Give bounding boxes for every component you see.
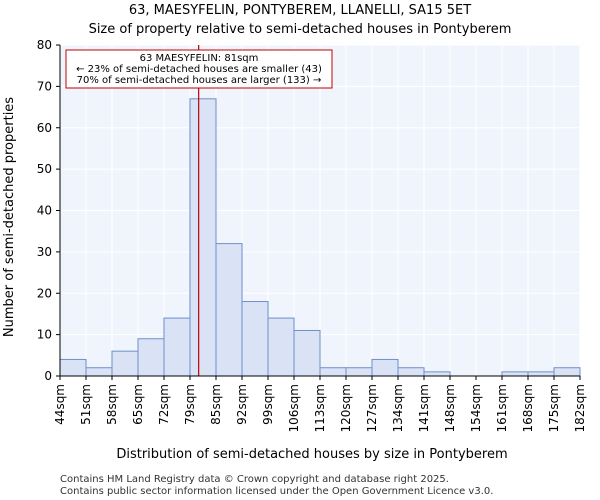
gridlines (59, 44, 581, 377)
x-axis-label: Distribution of semi-detached houses by … (116, 447, 507, 462)
annotation-box: 63 MAESYFELIN: 81sqm ← 23% of semi-detac… (65, 49, 333, 89)
y-axis-label: Number of semi-detached properties (2, 97, 17, 337)
x-tick-label: 182sqm (573, 384, 587, 432)
y-tick-label: 30 (37, 245, 52, 259)
x-tick-label: 141sqm (417, 384, 431, 432)
y-axis-ticks: 0 10 20 30 40 50 60 70 80 (37, 38, 60, 383)
bar-92sqm (241, 301, 269, 377)
y-tick-label: 50 (37, 162, 52, 176)
annotation-line-1: 63 MAESYFELIN: 81sqm (140, 53, 259, 64)
bars (59, 98, 581, 377)
x-tick-label: 51sqm (79, 384, 93, 425)
bar-134sqm (397, 367, 425, 377)
chart-subtitle: Size of property relative to semi-detach… (89, 22, 512, 37)
bar-58sqm (111, 350, 139, 377)
chart-title: 63, MAESYFELIN, PONTYBEREM, LLANELLI, SA… (129, 3, 471, 18)
bar-79sqm (189, 98, 217, 377)
y-tick-label: 60 (37, 121, 52, 135)
footer-line-1: Contains HM Land Registry data © Crown c… (60, 474, 449, 485)
bar-99sqm (267, 317, 295, 377)
bar-72sqm (163, 317, 191, 377)
bar-44sqm (59, 358, 87, 377)
annotation-frame (65, 49, 333, 89)
bar-113sqm (319, 367, 347, 377)
x-tick-label: 161sqm (495, 384, 509, 432)
x-tick-label: 113sqm (313, 384, 327, 432)
y-tick-label: 80 (37, 38, 52, 52)
bar-175sqm (553, 367, 581, 377)
x-tick-label: 44sqm (53, 384, 67, 425)
x-tick-label: 175sqm (547, 384, 561, 432)
y-tick-label: 0 (44, 369, 52, 383)
bar-106sqm (293, 329, 321, 377)
x-tick-label: 72sqm (157, 384, 171, 425)
x-tick-label: 99sqm (261, 384, 275, 425)
bar-120sqm (345, 367, 373, 377)
bar-65sqm (137, 338, 165, 377)
x-tick-label: 168sqm (521, 384, 535, 432)
x-tick-label: 92sqm (235, 384, 249, 425)
y-tick-label: 40 (37, 204, 52, 218)
x-tick-label: 58sqm (105, 384, 119, 425)
footer-line-2: Contains public sector information licen… (60, 486, 493, 497)
x-axis-ticks: 44sqm 51sqm 58sqm 65sqm 72sqm 79sqm 85sqm 92sqm… (53, 376, 587, 432)
x-tick-label: 154sqm (469, 384, 483, 432)
y-tick-label: 10 (37, 328, 52, 342)
x-tick-label: 127sqm (365, 384, 379, 432)
x-tick-label: 120sqm (339, 384, 353, 432)
bar-51sqm (85, 367, 113, 377)
annotation-line-3: 70% of semi-detached houses are larger (… (77, 75, 322, 86)
bar-161sqm (501, 371, 529, 377)
x-tick-label: 65sqm (131, 384, 145, 425)
y-tick-label: 70 (37, 79, 52, 93)
x-tick-label: 134sqm (391, 384, 405, 432)
bar-85sqm (215, 243, 243, 377)
bar-127sqm (371, 358, 399, 377)
x-tick-label: 85sqm (209, 384, 223, 425)
bar-168sqm (527, 371, 555, 377)
x-tick-label: 106sqm (287, 384, 301, 432)
y-tick-label: 20 (37, 286, 52, 300)
x-tick-label: 79sqm (183, 384, 197, 425)
annotation-line-2: ← 23% of semi-detached houses are smalle… (76, 64, 322, 75)
bar-141sqm (423, 371, 451, 377)
x-tick-label: 148sqm (443, 384, 457, 432)
